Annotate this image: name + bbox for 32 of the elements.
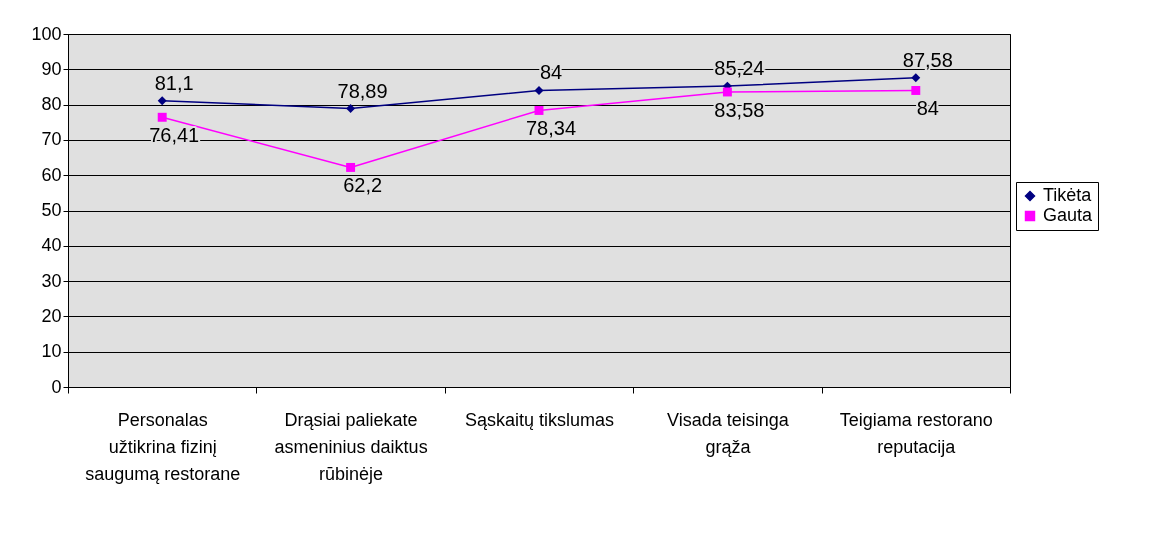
data-label: 78,34 bbox=[525, 117, 577, 140]
y-tick-label: 0 bbox=[51, 376, 62, 397]
legend-label: Gauta bbox=[1043, 205, 1094, 225]
y-tick-label: 90 bbox=[41, 58, 62, 79]
x-tick-label: Visada teisinga grąža bbox=[667, 409, 790, 457]
y-tick-label: 100 bbox=[31, 23, 62, 44]
point bbox=[911, 73, 921, 83]
x-tick-label: Sąskaitų tikslumas bbox=[464, 409, 615, 430]
x-tick-label: Drąsiai paliekate asmeninius daiktus rūbinėje bbox=[274, 409, 428, 484]
point bbox=[534, 105, 544, 115]
y-tick-label: 60 bbox=[41, 164, 62, 185]
point bbox=[157, 112, 167, 122]
y-tick-label: 40 bbox=[41, 235, 62, 256]
point bbox=[722, 87, 732, 97]
data-label: 87,58 bbox=[902, 48, 953, 71]
point bbox=[534, 86, 544, 95]
y-tick-label: 30 bbox=[41, 270, 62, 291]
y-tick-label: 10 bbox=[41, 341, 62, 362]
point bbox=[346, 104, 356, 113]
x-tick-label: Teigiama restorano reputacija bbox=[839, 409, 993, 457]
y-tick-label: 70 bbox=[41, 129, 62, 150]
x-tick-label: Personalas užtikrina fizinį saugumą restorane bbox=[85, 409, 241, 484]
data-label: 81,1 bbox=[154, 71, 194, 94]
point bbox=[157, 96, 167, 106]
legend-label: Tikėta bbox=[1043, 185, 1093, 205]
y-tick-label: 50 bbox=[41, 200, 62, 220]
data-label: 62,2 bbox=[343, 174, 383, 197]
point bbox=[911, 86, 921, 95]
y-tick-label: 20 bbox=[41, 305, 62, 326]
point bbox=[346, 162, 356, 172]
data-label: 78,89 bbox=[337, 79, 388, 102]
y-tick-label: 80 bbox=[41, 94, 62, 115]
